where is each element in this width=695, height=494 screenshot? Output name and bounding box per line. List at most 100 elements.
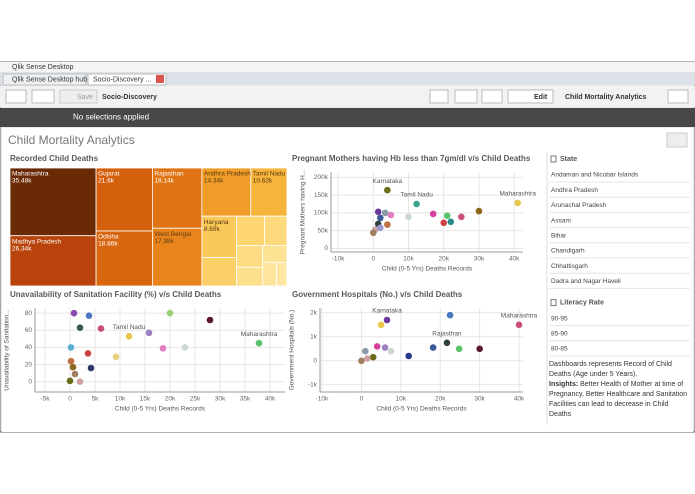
tab-close[interactable]	[156, 75, 164, 83]
filter-item[interactable]: Andaman and Nicobar Islands	[551, 172, 639, 179]
data-point	[429, 210, 437, 218]
tab-label[interactable]: Socio-Discovery ...	[93, 76, 151, 83]
data-point	[383, 316, 391, 324]
insights-text: Better Health of Mother at time of Pregn…	[549, 381, 688, 418]
snapshot-button[interactable]	[429, 89, 449, 104]
nav-button[interactable]	[5, 89, 27, 104]
data-point	[476, 345, 483, 353]
cell-label: Andhra Pradesh	[204, 171, 251, 178]
y-tick-label: -1k	[308, 382, 318, 389]
chart-title: Recorded Child Deaths	[10, 154, 99, 163]
treemap-cell	[95, 167, 153, 232]
cell-value: 35.48k	[12, 178, 32, 185]
data-point	[70, 309, 78, 317]
filter-item[interactable]: Andhra Pradesh	[551, 187, 598, 194]
chart-title: Government Hospitals (No.) v/s Child Dea…	[292, 290, 463, 299]
sheets-button[interactable]	[667, 89, 689, 104]
data-point	[159, 344, 167, 352]
filter-item[interactable]: 80-85	[551, 346, 568, 353]
point-label: Karnataka	[373, 178, 403, 185]
x-tick-label: 30k	[474, 396, 485, 403]
filter-item[interactable]: Dadra and Nagar Haveli	[551, 278, 621, 285]
y-tick-label: 40	[25, 344, 33, 351]
filter-item[interactable]: Chandigarh	[551, 248, 585, 255]
filter-item[interactable]: Assam	[551, 217, 571, 224]
data-point	[69, 363, 77, 371]
tab-label[interactable]: Qlik Sense Desktop hub	[12, 76, 87, 83]
point-label: Maharashtra	[241, 331, 278, 338]
data-point	[458, 213, 465, 221]
x-tick-label: -10k	[316, 396, 329, 403]
x-tick-label: 10k	[115, 396, 126, 403]
app-name: Socio-Discovery	[102, 94, 157, 101]
data-point	[514, 199, 522, 207]
data-point	[475, 207, 483, 215]
cell-value: 21.6k	[98, 178, 115, 185]
data-point	[377, 321, 385, 329]
cell-label: Madhya Pradesh	[12, 238, 62, 245]
x-tick-label: 0	[68, 396, 72, 403]
data-point	[66, 377, 74, 385]
data-point	[76, 324, 84, 332]
sheet-title: Child Mortality Analytics	[8, 133, 135, 147]
data-point	[384, 186, 391, 194]
data-point	[455, 345, 463, 353]
tab[interactable]	[2, 73, 87, 86]
cell-value: 18.86k	[98, 241, 118, 248]
x-tick-label: -10k	[332, 256, 345, 263]
data-point	[369, 353, 377, 361]
y-tick-label: 50k	[318, 227, 329, 234]
treemap-cell	[95, 230, 153, 287]
filter-item[interactable]: 85-90	[551, 331, 568, 338]
filter-item[interactable]: Arunachal Pradesh	[551, 202, 607, 209]
data-point	[413, 200, 420, 208]
filter-item[interactable]: Chhattisgarh	[551, 263, 588, 270]
x-tick-label: 20k	[438, 256, 449, 263]
treemap-cell	[9, 167, 97, 237]
tab-active[interactable]	[87, 73, 167, 86]
data-point	[76, 378, 84, 386]
filter-item[interactable]: 90-95	[551, 315, 568, 322]
edit-label[interactable]: Edit	[534, 94, 548, 101]
cell-value: 17.38k	[154, 238, 174, 245]
data-point	[125, 332, 133, 340]
filter-item[interactable]: Bihar	[551, 233, 567, 240]
x-tick-label: 10k	[403, 256, 414, 263]
treemap-cell	[236, 244, 264, 268]
edit-button[interactable]	[507, 89, 554, 104]
data-point	[85, 312, 93, 320]
x-tick-label: -5k	[40, 396, 50, 403]
search-icon	[550, 155, 557, 163]
filter-title: State	[560, 156, 577, 163]
data-point	[97, 325, 105, 332]
data-point	[405, 352, 412, 360]
y-tick-label: 60	[25, 327, 33, 334]
sheet-name[interactable]: Child Mortality Analytics	[565, 94, 647, 101]
treemap-cell	[9, 235, 97, 287]
data-point	[84, 350, 92, 357]
cell-value: 10.62k	[253, 178, 273, 185]
x-tick-label: 0	[360, 396, 364, 403]
treemap-cell	[236, 215, 265, 246]
data-point	[446, 311, 454, 319]
present-button[interactable]	[454, 89, 478, 104]
menu-button[interactable]	[31, 89, 55, 104]
data-point	[515, 321, 523, 329]
next-sheet[interactable]	[666, 132, 688, 148]
x-axis-title: Child (0-5 Yrs) Deaths Records	[115, 406, 206, 413]
cell-label: Haryana	[204, 219, 229, 226]
save-label[interactable]: Save	[77, 94, 93, 101]
y-tick-label: 20	[25, 361, 33, 368]
bookmark-button[interactable]	[481, 89, 503, 104]
data-point	[369, 229, 377, 237]
cell-value: 8.69k	[204, 226, 221, 233]
data-point	[440, 219, 448, 227]
data-point	[374, 208, 382, 216]
y-tick-label: 2k	[310, 310, 318, 317]
y-tick-label: 150k	[314, 192, 329, 199]
cell-value: 14.34k	[204, 178, 224, 185]
treemap-cell	[262, 244, 288, 263]
data-point	[166, 309, 174, 317]
save-button[interactable]	[59, 89, 98, 104]
